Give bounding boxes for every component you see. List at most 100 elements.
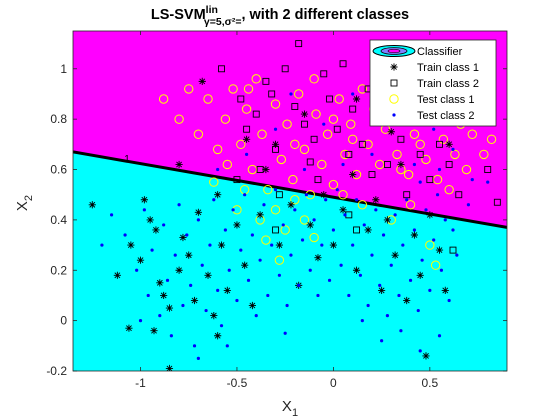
- test-class-2-point: [385, 313, 390, 318]
- test-class-1-point: [220, 114, 231, 124]
- test-class-1-point: [392, 149, 402, 160]
- test-class-2-point: [360, 319, 364, 323]
- class1-region: [73, 151, 507, 371]
- train-class-1-point: [410, 231, 419, 239]
- test-class-1-point: [280, 225, 290, 235]
- train-class-1-point: [175, 160, 183, 169]
- test-class-1-point: [421, 154, 431, 165]
- axis-ticks: -1 -0.5 0 0.5 -0.2 0 0.2 0.4 0.6 0.8 1: [46, 31, 507, 390]
- test-class-2-point: [435, 193, 440, 197]
- train-class-1-point: [391, 251, 399, 259]
- test-class-2-point: [189, 283, 193, 287]
- legend-test-class-2-marker: [392, 113, 396, 117]
- test-class-2-point: [437, 334, 442, 338]
- train-class-2-point: [368, 171, 376, 179]
- test-class-2-point: [378, 283, 382, 287]
- test-class-2-point: [216, 288, 220, 293]
- train-class-1-point: [140, 196, 148, 204]
- y-tick-label: 0: [60, 314, 67, 328]
- test-class-2-point: [235, 298, 239, 303]
- test-class-1-point: [403, 169, 414, 180]
- train-class-1-point: [271, 140, 280, 148]
- train-class-1-point: [214, 332, 222, 340]
- test-class-1-point: [409, 129, 420, 139]
- decision-boundary-line: [73, 150, 507, 229]
- test-class-1-point: [209, 177, 219, 187]
- x-tick-label: 0: [330, 376, 337, 390]
- train-class-2-point: [436, 140, 443, 148]
- test-class-2-point: [165, 278, 170, 282]
- train-class-2-point: [416, 150, 424, 158]
- test-class-1-point: [374, 159, 385, 170]
- test-class-1-point: [444, 184, 454, 195]
- train-class-1-point: [397, 160, 405, 169]
- test-class-2-point: [246, 278, 251, 282]
- train-class-2-point: [281, 65, 289, 73]
- test-class-2-point: [424, 208, 428, 212]
- chart-title-main: LS-SVM: [151, 7, 206, 23]
- train-class-2-point: [252, 110, 260, 118]
- train-class-2-point: [275, 191, 283, 199]
- test-class-2-point: [225, 344, 229, 348]
- test-class-1-point: [203, 94, 213, 104]
- test-class-1-point: [415, 139, 425, 150]
- test-class-2-point: [339, 263, 343, 267]
- test-class-1-point: [293, 89, 304, 99]
- train-class-1-point: [233, 221, 241, 229]
- test-class-2-point: [285, 303, 289, 308]
- train-class-2-point: [306, 158, 314, 166]
- train-class-2-point: [295, 40, 303, 48]
- train-class-1-point: [441, 286, 449, 295]
- train-class-2-point: [262, 77, 270, 85]
- test-class-2-point: [273, 188, 278, 192]
- train-class-1-point: [223, 286, 231, 295]
- test-class-2-point: [316, 293, 320, 298]
- test-class-2-point: [304, 193, 308, 197]
- test-class-1-point: [212, 144, 223, 155]
- train-class-2-point: [345, 150, 353, 158]
- test-class-1-point: [158, 94, 169, 104]
- contour-label: 1: [124, 154, 130, 165]
- legend-classifier-marker: [372, 45, 416, 57]
- test-class-2-point: [366, 303, 370, 308]
- test-class-1-point: [243, 84, 254, 94]
- test-class-1-point: [347, 134, 358, 144]
- chart-title: LS-SVMlin γ=5,σ²=, with 2 different class…: [151, 4, 409, 28]
- train-class-1-point: [136, 256, 145, 264]
- test-class-2-point: [412, 162, 417, 167]
- test-class-2-point: [223, 228, 227, 232]
- train-class-2-point: [353, 226, 360, 234]
- test-class-2-point: [227, 268, 231, 272]
- train-class-1-point: [160, 291, 168, 300]
- train-class-1-point: [217, 241, 226, 249]
- test-class-2-point: [196, 356, 200, 361]
- train-class-1-point: [198, 77, 206, 85]
- train-class-1-point: [190, 296, 199, 305]
- legend-test-class-2-label: Test class 2: [417, 110, 474, 122]
- train-class-1-point: [383, 216, 392, 224]
- test-class-1-point: [276, 154, 287, 165]
- test-class-2-point: [455, 253, 459, 257]
- test-class-1-point: [263, 184, 273, 195]
- test-class-2-point: [262, 203, 266, 207]
- test-class-1-point: [282, 119, 292, 129]
- y-tick-label: 0.2: [50, 263, 67, 277]
- test-class-2-point: [432, 238, 436, 242]
- scatter-points: [88, 40, 501, 371]
- axes-box: [72, 30, 508, 372]
- train-class-1-point: [364, 226, 372, 234]
- train-class-1-point: [403, 296, 411, 305]
- test-class-2-point: [374, 208, 378, 212]
- train-class-2-point: [339, 60, 347, 68]
- test-class-1-point: [309, 74, 319, 84]
- test-class-1-point: [479, 149, 489, 160]
- test-class-2-point: [418, 180, 422, 184]
- test-class-2-point: [258, 258, 262, 262]
- test-class-2-point: [162, 223, 166, 227]
- test-class-1-point: [405, 200, 416, 210]
- test-class-1-point: [228, 84, 238, 94]
- train-class-1-point: [179, 233, 187, 242]
- y-tick-label: 0.8: [50, 112, 67, 126]
- test-class-1-point: [334, 94, 344, 104]
- test-class-2-point: [416, 308, 420, 313]
